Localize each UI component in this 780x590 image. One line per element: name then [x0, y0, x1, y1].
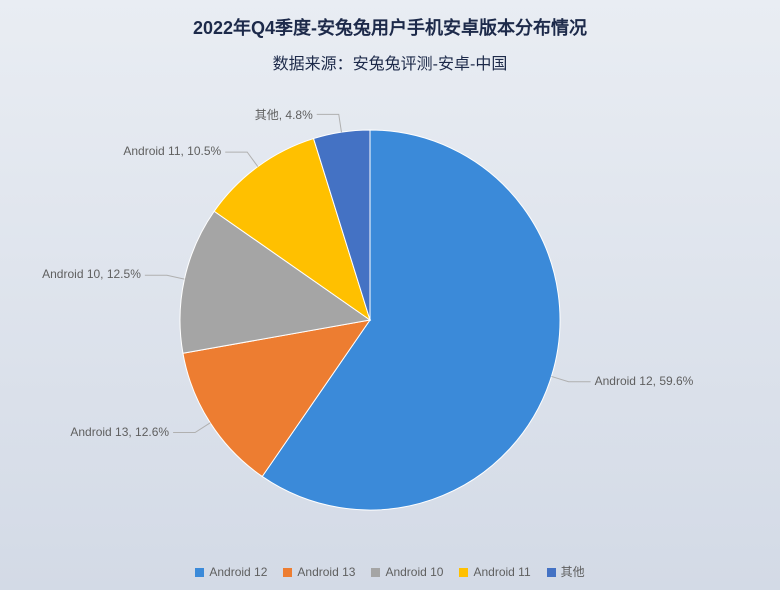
legend: Android 12 Android 13 Android 10 Android 11…	[0, 563, 780, 580]
legend-label: 其他	[561, 565, 585, 579]
legend-item: Android 10	[371, 565, 443, 579]
callout-leader	[145, 275, 185, 279]
pie-slice-label: Android 13, 12.6%	[70, 425, 169, 439]
legend-label: Android 11	[473, 565, 530, 579]
legend-label: Android 12	[209, 565, 267, 579]
legend-swatch	[371, 568, 380, 577]
pie-slice-label: Android 11, 10.5%	[123, 144, 221, 158]
legend-item: 其他	[547, 563, 585, 580]
callout-leader	[225, 152, 258, 167]
legend-swatch	[459, 568, 468, 577]
pie-slice-label: 其他, 4.8%	[255, 106, 313, 123]
chart-subtitle: 数据来源：安兔兔评测-安卓-中国	[0, 50, 780, 74]
callout-leader	[173, 423, 210, 433]
legend-swatch	[283, 568, 292, 577]
pie-slice-label: Android 12, 59.6%	[595, 374, 694, 388]
legend-swatch	[547, 568, 556, 577]
pie-slice-label: Android 10, 12.5%	[42, 267, 141, 281]
callout-leader	[317, 114, 342, 132]
legend-item: Android 11	[459, 565, 530, 579]
legend-label: Android 13	[297, 565, 355, 579]
legend-item: Android 13	[283, 565, 355, 579]
legend-swatch	[195, 568, 204, 577]
legend-item: Android 12	[195, 565, 267, 579]
pie-chart	[0, 85, 780, 555]
callout-leader	[551, 376, 590, 381]
chart-title: 2022年Q4季度-安兔兔用户手机安卓版本分布情况	[0, 14, 780, 40]
legend-label: Android 10	[385, 565, 443, 579]
